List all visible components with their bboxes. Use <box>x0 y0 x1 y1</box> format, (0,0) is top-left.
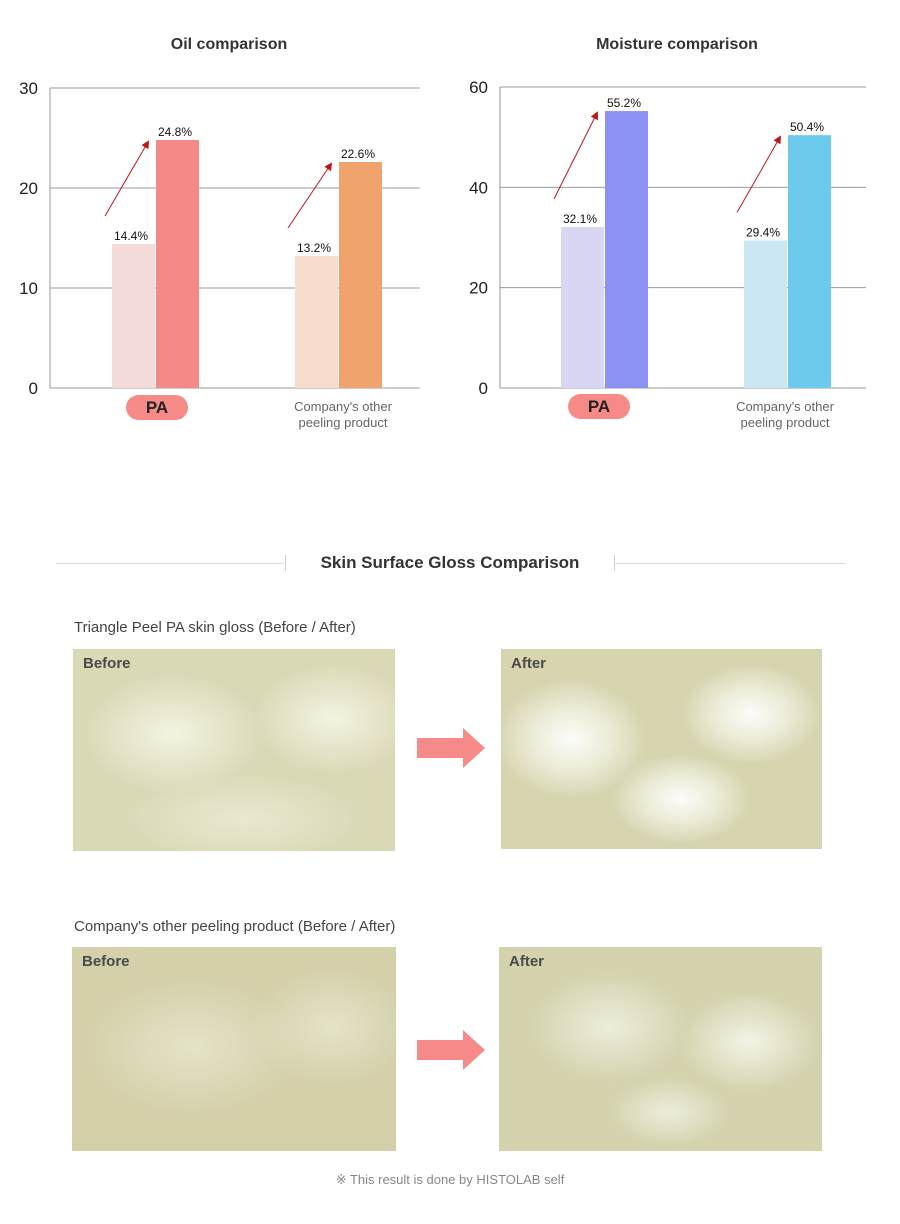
bar-after-other <box>788 135 831 388</box>
data-label: 55.2% <box>607 96 641 110</box>
moisture-comparison-chart: 0 20 40 60 32.1% 55.2% 29.4% 50.4% <box>469 78 866 398</box>
moisture-chart-title: Moisture comparison <box>596 36 758 53</box>
skin-texture-image <box>73 649 395 851</box>
oil-category-pa-pill: PA <box>126 395 188 420</box>
moisture-category-other-label: Company's other peeling product <box>710 399 860 431</box>
section-divider-left <box>56 563 284 564</box>
y-tick-label: 10 <box>19 279 38 298</box>
oil-chart-title: Oil comparison <box>170 36 288 53</box>
data-label: 24.8% <box>158 125 192 139</box>
after-label: After <box>509 953 545 970</box>
bar-before-pa <box>561 226 604 388</box>
trend-arrow <box>553 111 598 200</box>
pa-after-photo: After <box>501 649 822 849</box>
before-label: Before <box>82 953 130 970</box>
skin-texture-image <box>499 947 822 1151</box>
gloss-group-pa-title: Triangle Peel PA skin gloss (Before / Af… <box>74 619 356 636</box>
y-tick-label: 30 <box>19 79 38 98</box>
bar-after-pa <box>605 111 648 388</box>
right-arrow-icon <box>417 1030 485 1070</box>
data-label: 22.6% <box>341 147 375 161</box>
section-divider-right <box>615 563 845 564</box>
moisture-category-other-line-1: Company's other <box>736 399 834 414</box>
moisture-category-pa-pill: PA <box>568 394 630 419</box>
bar-after-other <box>339 162 382 388</box>
skin-texture-image <box>501 649 822 849</box>
right-arrow-icon <box>417 728 485 768</box>
skin-texture-image <box>72 947 396 1151</box>
pa-before-photo: Before <box>73 649 395 851</box>
footnote: ※ This result is done by HISTOLAB self <box>335 1172 565 1187</box>
data-label: 13.2% <box>297 241 331 255</box>
oil-category-other-line-1: Company's other <box>294 399 392 414</box>
y-tick-label: 0 <box>29 379 38 398</box>
other-before-photo: Before <box>72 947 396 1151</box>
moisture-category-other-line-2: peeling product <box>740 415 830 430</box>
data-label: 50.4% <box>790 120 824 134</box>
bar-after-pa <box>156 140 199 388</box>
y-tick-label: 60 <box>469 78 488 97</box>
oil-category-other-label: Company's other peeling product <box>268 399 418 431</box>
after-label: After <box>511 655 547 672</box>
y-tick-label: 20 <box>19 179 38 198</box>
section-divider-left-tick <box>285 555 286 571</box>
y-tick-label: 20 <box>469 279 488 298</box>
gloss-group-other-title: Company's other peeling product (Before … <box>74 918 396 935</box>
data-label: 32.1% <box>563 212 597 226</box>
other-after-photo: After <box>499 947 822 1151</box>
trend-arrow <box>287 162 333 229</box>
oil-category-other-line-2: peeling product <box>298 415 388 430</box>
bar-before-pa <box>112 244 155 388</box>
oil-comparison-chart: 0 10 20 30 14.4% 24.8% 13.2% 22.6% <box>19 79 420 398</box>
section-divider-right-tick <box>614 555 615 571</box>
bar-before-other <box>744 240 787 388</box>
bar-before-other <box>295 256 338 388</box>
y-tick-label: 0 <box>479 379 488 398</box>
trend-arrow <box>736 135 781 213</box>
y-tick-label: 40 <box>469 178 488 197</box>
before-label: Before <box>83 655 131 672</box>
trend-arrow <box>104 140 150 217</box>
data-label: 29.4% <box>746 226 780 240</box>
gloss-section-title: Skin Surface Gloss Comparison <box>320 553 580 572</box>
data-label: 14.4% <box>114 229 148 243</box>
